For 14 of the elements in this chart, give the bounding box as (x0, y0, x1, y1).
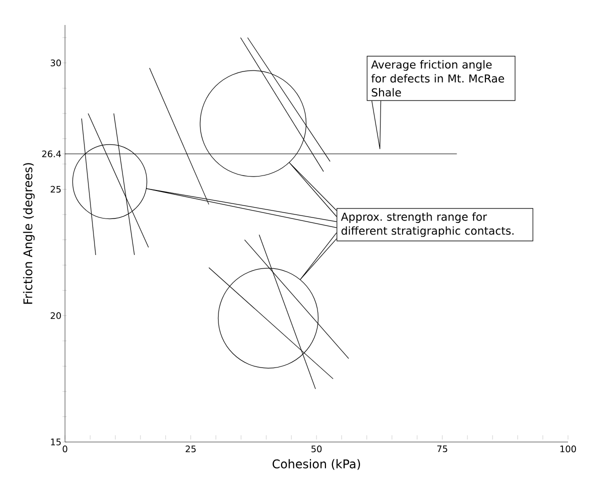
annotation: Approx. strength range for different stratigraphic contacts. (340, 212, 514, 237)
x-tick-label: 25 (186, 446, 196, 452)
y-tick-label: 20 (50, 312, 61, 320)
x-tick-label: 0 (62, 446, 68, 452)
y-tick-label: 26.4 (42, 150, 61, 158)
x-axis-title: Cohesion (kPa) (272, 459, 360, 470)
annotation: Average friction angle for defects in Mt. McRae Shale (371, 60, 504, 97)
y-axis-title: Friction Angle (degrees) (23, 163, 35, 304)
x-tick-label: 75 (437, 446, 448, 452)
x-tick-label: 100 (560, 446, 576, 452)
y-tick-label: 15 (51, 438, 61, 446)
y-tick-label: 25 (50, 186, 61, 193)
y-tick-label: 30 (50, 60, 61, 66)
x-tick-label: 50 (311, 446, 322, 452)
